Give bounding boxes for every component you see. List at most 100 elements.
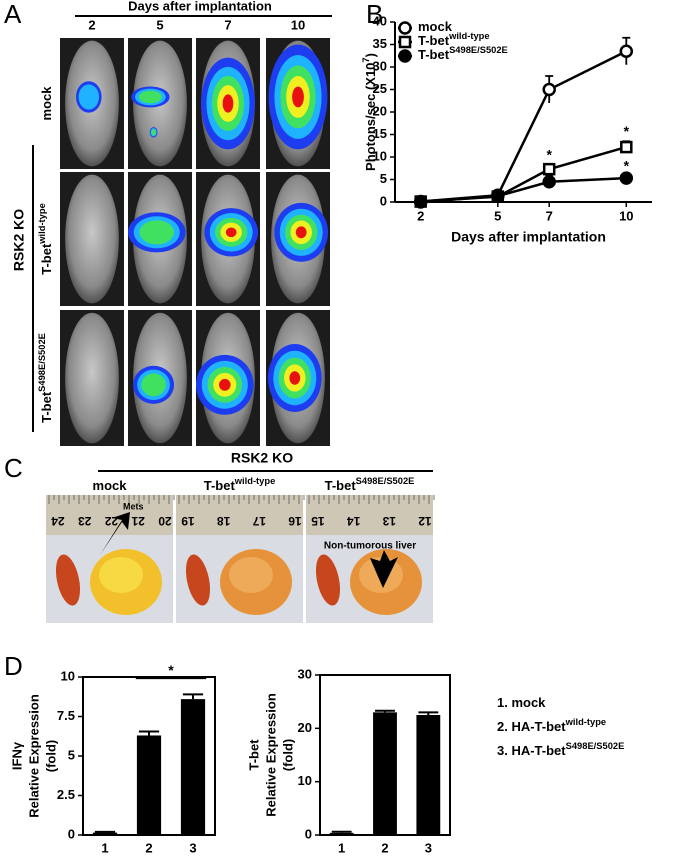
legend-marker (398, 49, 412, 63)
bar (373, 712, 397, 835)
signal (219, 378, 231, 391)
y-tick-label: 20 (298, 720, 312, 735)
group-label: RSK2 KO (231, 450, 293, 466)
header: Days after implantation (128, 0, 272, 13)
x-axis-label: Days after implantation (451, 229, 606, 245)
ruler-number: 23 (78, 514, 92, 528)
x-tick-label: 3 (425, 840, 432, 855)
point (542, 175, 556, 189)
series-line (420, 176, 627, 204)
bar (136, 735, 162, 835)
day-label: 5 (156, 17, 163, 32)
signal (139, 220, 175, 245)
x-tick-label: 1 (338, 840, 345, 855)
point (413, 195, 428, 209)
row-label: mock (39, 86, 54, 121)
y-tick-label: 35 (373, 36, 387, 51)
ruler-number: 19 (181, 514, 195, 528)
y-tick-label: 10 (298, 773, 312, 788)
legend-label: 3. HA-T-betS498E/S502E (497, 741, 624, 758)
x-tick-label: 7 (546, 208, 553, 223)
ruler-number: 18 (217, 514, 231, 528)
y-tick-label: 0 (305, 826, 312, 841)
pointer (370, 550, 398, 588)
column-label-base: mock (93, 478, 128, 493)
legend-label-base: mock (418, 19, 453, 34)
column-label-sup: S498E/S502E (356, 476, 415, 486)
column-label: mock (93, 478, 128, 493)
error-bar (182, 693, 204, 700)
ruler (46, 495, 173, 535)
ruler-number: 20 (158, 514, 172, 528)
panel-letter: B (366, 0, 383, 29)
signal (289, 371, 301, 385)
x-tick-label: 5 (494, 208, 501, 223)
column-label-base: T-bet (325, 478, 357, 493)
legend-label-base: T-bet (418, 47, 450, 62)
y-tick-label: 40 (373, 13, 387, 28)
y-tick-label: 25 (373, 81, 387, 96)
annotation: Non-tumorous liver (324, 541, 416, 552)
signal (295, 226, 307, 239)
annotation: * (624, 123, 630, 139)
x-tick-label: 10 (619, 208, 633, 223)
y-axis-label: Relative Expression (263, 693, 278, 817)
group-label: RSK2 KO (11, 209, 27, 271)
mouse-body (65, 174, 119, 304)
legend-label-sup: wild-type (565, 717, 607, 727)
x-tick-label: 1 (101, 840, 108, 855)
ruler-number: 13 (382, 514, 396, 528)
ruler-number: 14 (347, 514, 361, 528)
day-label: 2 (88, 17, 95, 32)
y-axis-label: T-bet (246, 739, 261, 771)
day-label: 10 (291, 17, 305, 32)
error-bar (375, 709, 395, 713)
legend-label-base: 3. HA-T-bet (497, 743, 566, 758)
error-bar (418, 711, 439, 715)
column-label-base: T-bet (204, 478, 236, 493)
legend-label: 1. mock (497, 695, 546, 710)
legend-label: T-betS498E/S502E (418, 45, 508, 62)
row-label-base: T-bet (39, 243, 54, 275)
liver-highlight (99, 557, 143, 593)
mouse-body (65, 312, 119, 444)
ruler-number: 12 (418, 514, 432, 528)
panel-letter: D (4, 651, 23, 681)
signal (151, 129, 156, 136)
bar (416, 715, 441, 835)
y-tick-label: 0 (68, 826, 75, 841)
point (619, 44, 634, 58)
panel-letter: A (4, 0, 22, 29)
x-tick-label: 2 (417, 208, 424, 223)
row-label: T-betwild-type (37, 203, 54, 275)
y-tick-label: 5 (68, 747, 75, 762)
point (542, 162, 556, 176)
y-axis-label-sup: 7 (361, 57, 371, 62)
row-label: T-betS498E/S502E (37, 333, 54, 423)
legend-marker (398, 35, 412, 49)
y-axis-label-end: ) (363, 53, 378, 57)
y-axis-label: Relative Expression (26, 694, 41, 818)
liver-highlight (229, 557, 273, 593)
row-label-sup: wild-type (37, 203, 47, 245)
point (491, 189, 505, 203)
error-bar (331, 830, 352, 833)
row-label-sup: S498E/S502E (37, 333, 47, 392)
ruler (306, 495, 433, 535)
legend-label: mock (418, 19, 453, 34)
point (619, 171, 634, 185)
row-label-base: mock (39, 86, 54, 121)
ruler-number: 22 (105, 514, 119, 528)
day-label: 7 (224, 17, 231, 32)
y-tick-label: 5 (380, 171, 387, 186)
y-axis-label: (fold) (43, 740, 58, 772)
x-tick-label: 2 (145, 840, 152, 855)
legend-label: 2. HA-T-betwild-type (497, 717, 606, 734)
y-axis-label: IFNγ (9, 741, 24, 770)
annotation: * (546, 146, 552, 162)
column-label-sup: wild-type (234, 476, 276, 486)
bar (92, 832, 118, 835)
column-label: T-betS498E/S502E (325, 476, 415, 493)
y-tick-label: 30 (373, 58, 387, 73)
